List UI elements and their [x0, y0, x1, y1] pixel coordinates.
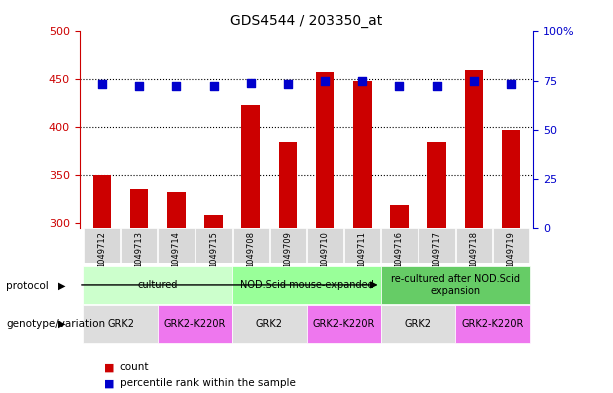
Text: ▶: ▶ [58, 281, 66, 291]
Bar [279, 141, 297, 228]
Bar [353, 81, 371, 228]
Text: GSM1049714: GSM1049714 [172, 231, 181, 286]
Text: ▶: ▶ [58, 319, 66, 329]
Point [208, 83, 218, 90]
Text: NOD.Scid mouse-expanded: NOD.Scid mouse-expanded [240, 280, 373, 290]
Point [283, 81, 293, 88]
FancyBboxPatch shape [158, 305, 232, 343]
Point [172, 83, 181, 90]
Text: GSM1049712: GSM1049712 [97, 231, 107, 286]
Text: percentile rank within the sample: percentile rank within the sample [120, 378, 295, 388]
Text: count: count [120, 362, 149, 373]
FancyBboxPatch shape [419, 228, 455, 263]
Bar [316, 72, 334, 228]
Text: GRK2-K220R: GRK2-K220R [164, 319, 226, 329]
Bar [130, 189, 148, 228]
Text: GSM1049709: GSM1049709 [283, 231, 292, 286]
FancyBboxPatch shape [270, 228, 306, 263]
Text: GSM1049717: GSM1049717 [432, 231, 441, 287]
Text: cultured: cultured [137, 280, 178, 290]
Text: GSM1049708: GSM1049708 [246, 231, 255, 287]
Text: GSM1049716: GSM1049716 [395, 231, 404, 287]
Bar [242, 105, 260, 228]
FancyBboxPatch shape [232, 305, 306, 343]
Bar [427, 141, 446, 228]
Point [320, 77, 330, 84]
Point [469, 77, 479, 84]
Bar [465, 70, 483, 228]
Text: re-cultured after NOD.Scid
expansion: re-cultured after NOD.Scid expansion [390, 274, 520, 296]
Point [432, 83, 441, 90]
Point [134, 83, 144, 90]
Point [395, 83, 405, 90]
FancyBboxPatch shape [83, 305, 158, 343]
Text: GSM1049710: GSM1049710 [321, 231, 330, 286]
FancyBboxPatch shape [493, 228, 529, 263]
FancyBboxPatch shape [381, 228, 417, 263]
Text: GSM1049715: GSM1049715 [209, 231, 218, 286]
Text: GRK2: GRK2 [405, 319, 432, 329]
Text: GSM1049718: GSM1049718 [470, 231, 478, 287]
FancyBboxPatch shape [306, 305, 381, 343]
FancyBboxPatch shape [232, 266, 381, 304]
FancyBboxPatch shape [158, 228, 194, 263]
Text: GRK2-K220R: GRK2-K220R [313, 319, 375, 329]
Bar [204, 215, 223, 228]
FancyBboxPatch shape [121, 228, 158, 263]
Bar [390, 205, 409, 228]
Bar [501, 130, 520, 228]
Text: protocol: protocol [6, 281, 49, 291]
Text: ■: ■ [104, 362, 115, 373]
Bar [167, 193, 186, 228]
Text: GSM1049711: GSM1049711 [358, 231, 367, 286]
Text: genotype/variation: genotype/variation [6, 319, 105, 329]
Text: GRK2: GRK2 [107, 319, 134, 329]
FancyBboxPatch shape [84, 228, 120, 263]
FancyBboxPatch shape [232, 228, 269, 263]
Text: GSM1049719: GSM1049719 [506, 231, 516, 286]
FancyBboxPatch shape [455, 305, 530, 343]
Text: GRK2: GRK2 [256, 319, 283, 329]
Text: GRK2-K220R: GRK2-K220R [461, 319, 524, 329]
Point [506, 81, 516, 88]
FancyBboxPatch shape [307, 228, 343, 263]
FancyBboxPatch shape [196, 228, 232, 263]
Point [97, 81, 107, 88]
FancyBboxPatch shape [381, 266, 530, 304]
Point [246, 79, 256, 86]
Text: ■: ■ [104, 378, 115, 388]
FancyBboxPatch shape [381, 305, 455, 343]
Point [357, 77, 367, 84]
Bar [93, 175, 112, 228]
FancyBboxPatch shape [455, 228, 492, 263]
Text: GSM1049713: GSM1049713 [135, 231, 143, 287]
FancyBboxPatch shape [344, 228, 381, 263]
FancyBboxPatch shape [83, 266, 232, 304]
Title: GDS4544 / 203350_at: GDS4544 / 203350_at [230, 14, 383, 28]
